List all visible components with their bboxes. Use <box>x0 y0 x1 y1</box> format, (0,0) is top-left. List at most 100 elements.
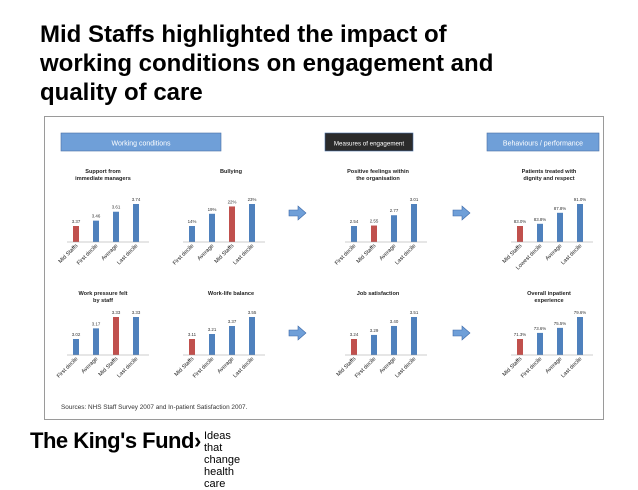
source-note: Sources: NHS Staff Survey 2007 and In-pa… <box>61 404 248 411</box>
bar <box>411 317 417 355</box>
data-label: 3.46 <box>92 214 101 219</box>
category-label: Last decile <box>116 243 139 266</box>
category-label: First decile <box>76 243 99 266</box>
data-label: 23% <box>248 197 257 202</box>
data-label: 83.0% <box>514 219 527 224</box>
category-label: Last decile <box>560 356 583 379</box>
category-label: First decile <box>354 356 377 379</box>
category-label: Average <box>545 356 564 375</box>
right-arrow-icon <box>452 325 471 341</box>
bar <box>411 204 417 242</box>
data-label: 71.3% <box>514 332 527 337</box>
bar <box>517 226 523 242</box>
chart-title: Work pressure felt <box>78 291 127 297</box>
right-arrow-icon <box>288 205 307 221</box>
category-label: Last decile <box>394 356 417 379</box>
bar <box>229 326 235 355</box>
data-label: 3.55 <box>248 310 257 315</box>
bar <box>391 215 397 242</box>
bar <box>73 339 79 355</box>
category-label: Last decile <box>394 243 417 266</box>
category-label: Last decile <box>116 356 139 379</box>
data-label: 83.8% <box>534 217 547 222</box>
data-label: 3.40 <box>390 319 399 324</box>
bar <box>371 334 377 355</box>
bar <box>73 226 79 242</box>
chart-title: Bullying <box>220 169 243 175</box>
section-header-3 <box>486 132 600 152</box>
right-arrow-icon <box>288 325 307 341</box>
bar <box>209 334 215 355</box>
category-label: First decile <box>334 243 357 266</box>
bar <box>577 204 583 242</box>
bar <box>391 325 397 355</box>
bar <box>209 213 215 242</box>
category-label: Average <box>379 356 398 375</box>
chart-title: Overall inpatient <box>527 291 571 297</box>
bar <box>371 225 377 242</box>
chart-title: Job satisfaction <box>357 291 400 297</box>
data-label: 79.6% <box>574 310 587 315</box>
section-header-label: Behaviours / performance <box>503 141 583 148</box>
brand-name: The King's Fund <box>30 428 194 453</box>
section-header-label: Measures of engagement <box>334 141 404 148</box>
bar <box>537 223 543 242</box>
chart-title: immediate managers <box>75 176 131 182</box>
data-label: 91.0% <box>574 197 587 202</box>
right-arrow-icon <box>452 205 471 221</box>
bar <box>93 328 99 355</box>
data-label: 3.29 <box>370 328 379 333</box>
data-label: 2.77 <box>390 208 399 213</box>
data-label: 3.33 <box>112 310 121 315</box>
data-label: 19% <box>208 207 217 212</box>
category-label: Average <box>379 243 398 262</box>
data-label: 22% <box>228 199 237 204</box>
bar <box>113 211 119 242</box>
category-label: Average <box>197 243 216 262</box>
data-label: 2.55 <box>370 219 379 224</box>
data-label: 3.21 <box>208 327 217 332</box>
data-label: 3.74 <box>132 197 141 202</box>
data-label: 3.37 <box>228 319 237 324</box>
category-label: Last decile <box>232 356 255 379</box>
data-label: 3.17 <box>92 321 101 326</box>
brand-arrow-icon: › <box>193 428 201 453</box>
chart-title: Patients treated with <box>522 169 577 175</box>
bar <box>351 226 357 242</box>
data-label: 3.51 <box>410 310 419 315</box>
chart-title: by staff <box>93 298 113 304</box>
chart-title: Support from <box>85 169 120 175</box>
bar <box>537 332 543 355</box>
category-label: First decile <box>172 243 195 266</box>
chart-title: the organisation <box>356 176 400 182</box>
data-label: 75.5% <box>554 321 567 326</box>
bar <box>557 212 563 242</box>
category-label: Average <box>81 356 100 375</box>
chart-title: experience <box>534 298 563 304</box>
category-label: First decile <box>192 356 215 379</box>
bar <box>189 339 195 355</box>
category-label: Average <box>545 243 564 262</box>
data-label: 2.54 <box>350 219 359 224</box>
bar <box>133 317 139 355</box>
kings-fund-logo: The King's Fund› <box>30 428 201 454</box>
bar <box>189 226 195 242</box>
slide-title: Mid Staffs highlighted the impact of wor… <box>40 21 494 106</box>
section-header-1 <box>60 132 222 152</box>
data-label: 3.11 <box>188 332 197 337</box>
data-label: 87.8% <box>554 206 567 211</box>
bar <box>113 317 119 355</box>
engagement-figure: Working conditions Measures of engagement… <box>44 116 604 420</box>
bar <box>557 327 563 355</box>
charts-canvas: Working conditions Measures of engagement… <box>56 132 600 411</box>
data-label: 3.37 <box>72 219 81 224</box>
category-label: Average <box>101 243 120 262</box>
category-label: First decile <box>56 356 79 379</box>
bar <box>93 220 99 242</box>
data-label: 3.24 <box>350 332 359 337</box>
chart-title: dignity and respect <box>523 176 574 182</box>
bar <box>229 206 235 242</box>
section-header-2 <box>324 132 414 152</box>
data-label: 3.61 <box>112 205 121 210</box>
category-label: Average <box>217 356 236 375</box>
